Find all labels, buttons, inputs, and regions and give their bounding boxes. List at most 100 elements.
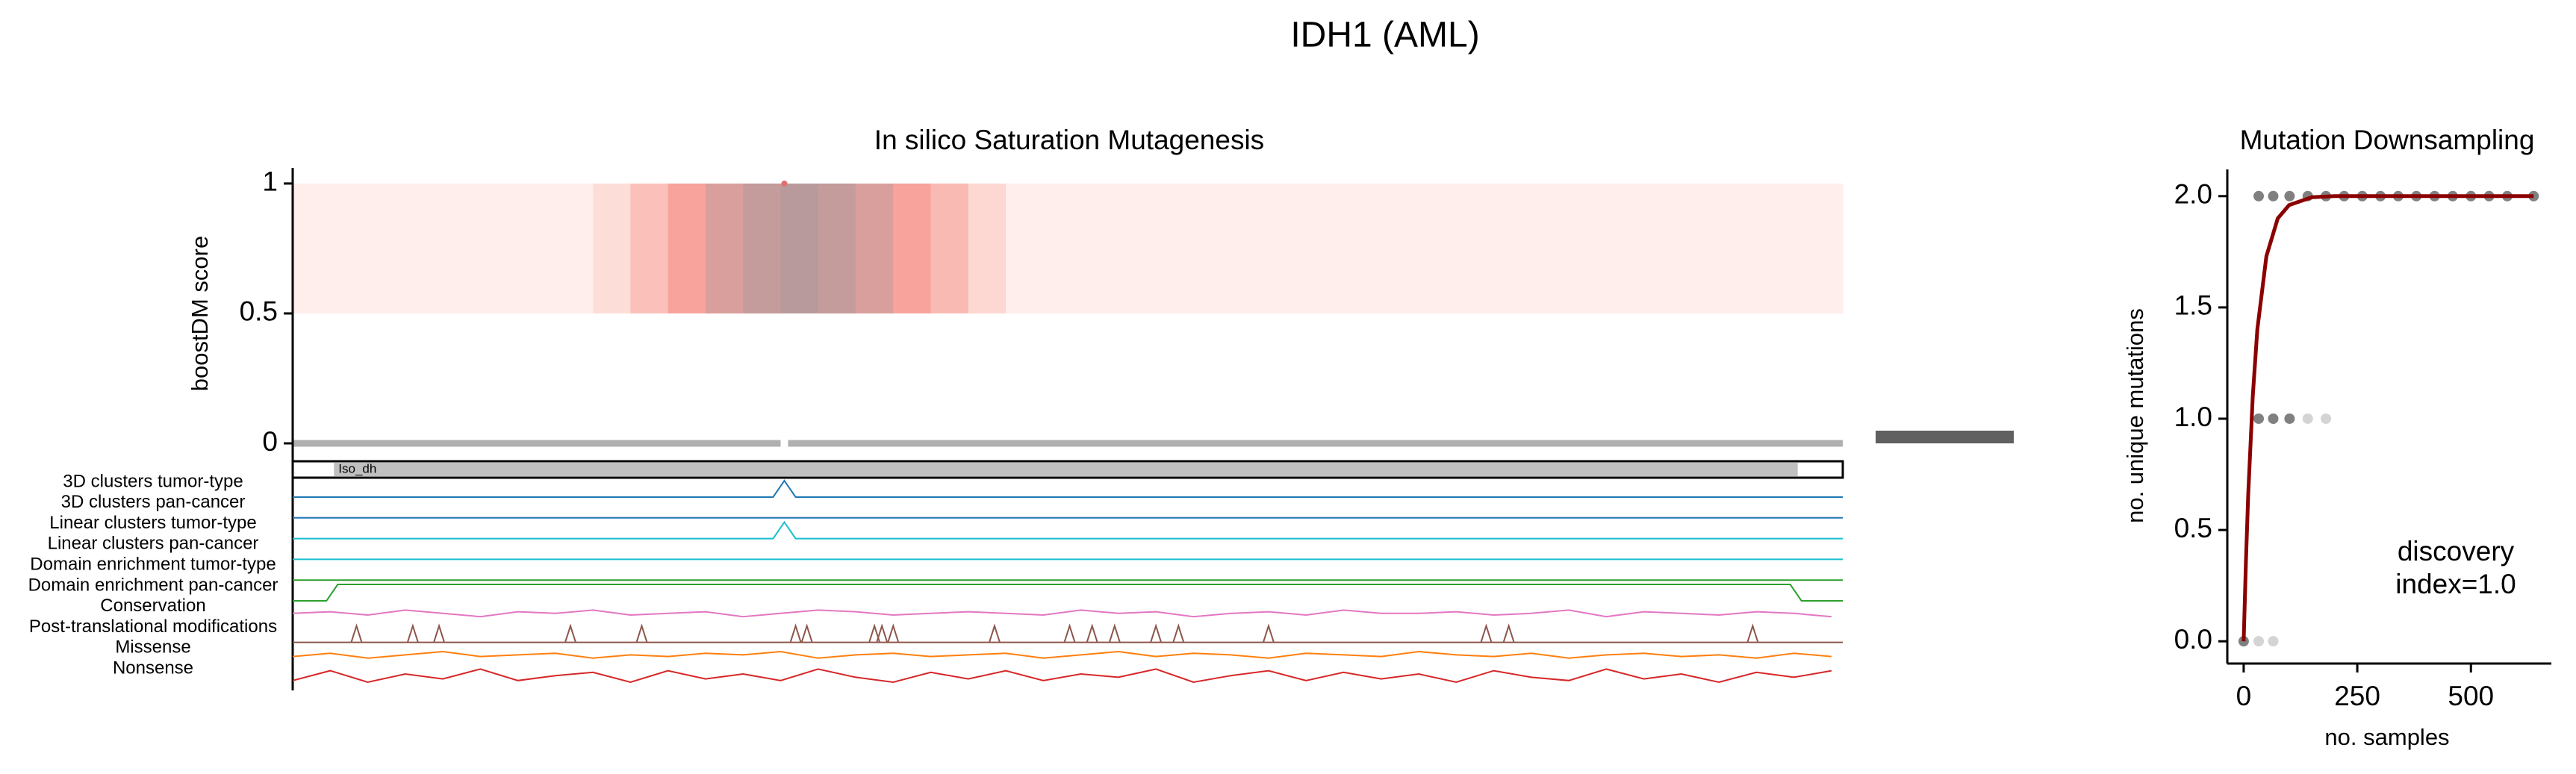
heatmap-cell xyxy=(555,183,594,313)
track-spike xyxy=(1150,623,1163,643)
track-spike xyxy=(1108,623,1121,643)
sample-point xyxy=(2268,636,2279,647)
track-label: 3D clusters pan-cancer xyxy=(61,492,246,512)
heatmap-cell xyxy=(593,183,631,313)
heatmap-cell xyxy=(1831,183,1844,313)
track-spike xyxy=(1746,623,1759,643)
track-label: 3D clusters tumor-type xyxy=(63,471,243,491)
track-line xyxy=(293,584,1843,602)
heatmap-cell xyxy=(1231,183,1269,313)
track-spike xyxy=(433,623,445,643)
y-tick-label: 0.5 xyxy=(2174,513,2212,543)
heatmap-cell xyxy=(1156,183,1194,313)
sample-point xyxy=(2268,190,2279,202)
annotation: index=1.0 xyxy=(2395,569,2516,599)
track-spike xyxy=(1480,623,1493,643)
x-tick-label: 250 xyxy=(2334,681,2380,711)
heatmap-cell xyxy=(1193,183,1232,313)
heatmap-cell xyxy=(1569,183,1607,313)
x-axis-label: no. samples xyxy=(2324,724,2449,750)
heatmap-cell xyxy=(1681,183,1720,313)
heatmap-cell xyxy=(855,183,894,313)
heatmap-cell xyxy=(1418,183,1457,313)
y-tick-label: 2.0 xyxy=(2174,179,2212,210)
heatmap-cell xyxy=(293,183,331,313)
y-axis-label: no. unique mutations xyxy=(2122,308,2148,523)
heatmap-cell xyxy=(1118,183,1157,313)
heatmap-cell xyxy=(480,183,519,313)
heatmap-cell xyxy=(1306,183,1344,313)
annotation: discovery xyxy=(2398,536,2515,567)
track-label: Linear clusters tumor-type xyxy=(49,513,256,533)
heatmap-cell xyxy=(893,183,932,313)
heatmap-cell xyxy=(1268,183,1307,313)
heatmap-cell xyxy=(367,183,406,313)
heatmap-cell xyxy=(743,183,781,313)
track-spike xyxy=(1086,623,1098,643)
heatmap-cell xyxy=(1643,183,1682,313)
heatmap-cell xyxy=(443,183,481,313)
domain xyxy=(334,463,1798,476)
heatmap-cell xyxy=(630,183,669,313)
heatmap-cell xyxy=(330,183,369,313)
y-tick-label: 1.0 xyxy=(2174,402,2212,432)
y-tick-label: 1.5 xyxy=(2174,290,2212,321)
heatmap-cell xyxy=(1531,183,1569,313)
heatmap-cell xyxy=(668,183,706,313)
panel-title: In silico Saturation Mutagenesis xyxy=(874,125,1264,155)
sample-point xyxy=(2302,413,2313,424)
track-spike xyxy=(1063,623,1076,643)
heatmap-cell xyxy=(1719,183,1757,313)
track-label: Domain enrichment tumor-type xyxy=(30,555,276,575)
y-tick-label: 0.5 xyxy=(240,296,278,327)
track-line xyxy=(292,668,1832,684)
heatmap-cell xyxy=(1793,183,1832,313)
panel-title: Mutation Downsampling xyxy=(2240,125,2535,155)
heatmap-cell xyxy=(705,183,744,313)
heatmap-cell xyxy=(1006,183,1044,313)
track-spike xyxy=(789,623,802,643)
track-spike xyxy=(564,623,576,643)
track-label: Domain enrichment pan-cancer xyxy=(28,575,279,595)
sample-point xyxy=(2253,636,2264,647)
track-spike xyxy=(989,623,1001,643)
track-label: Nonsense xyxy=(113,658,193,678)
sample-point xyxy=(2253,413,2264,424)
x-tick-label: 500 xyxy=(2448,681,2494,711)
heatmap-cell xyxy=(517,183,556,313)
y-tick-label: 1 xyxy=(262,166,278,197)
sample-point xyxy=(2268,413,2279,424)
score-point xyxy=(781,180,788,187)
track-line xyxy=(293,479,1843,498)
heatmap-cell xyxy=(405,183,444,313)
track-spike xyxy=(1502,623,1515,643)
heatmap-cell xyxy=(1456,183,1495,313)
heatmap-cell xyxy=(1606,183,1645,313)
track-line xyxy=(293,520,1843,540)
heatmap-cell xyxy=(968,183,1007,313)
sample-point xyxy=(2284,413,2295,424)
track-line xyxy=(292,650,1832,659)
heatmap-cell xyxy=(1080,183,1119,313)
track-line xyxy=(292,609,1832,618)
track-label: Post-translational modifications xyxy=(29,617,277,637)
sample-point xyxy=(2321,413,2332,424)
figure-title: IDH1 (AML) xyxy=(1290,16,1479,55)
heatmap-cell xyxy=(1043,183,1082,313)
track-label: Missense xyxy=(115,637,190,658)
heatmap-cell xyxy=(1343,183,1382,313)
track-label: Conservation xyxy=(100,596,205,616)
y-tick-label: 0.0 xyxy=(2174,624,2212,655)
fit-curve xyxy=(2241,194,2534,642)
track-spike xyxy=(1172,623,1185,643)
y-tick-label: 0 xyxy=(262,426,278,457)
sample-point xyxy=(2253,190,2264,202)
track-spike xyxy=(635,623,648,643)
domain-label: Iso_dh xyxy=(338,461,376,475)
track-spike xyxy=(887,623,900,643)
track-spike xyxy=(1262,623,1275,643)
side-bar xyxy=(1876,431,2014,443)
y-axis-label: boostDM score xyxy=(187,236,213,391)
track-label: Linear clusters pan-cancer xyxy=(48,534,259,554)
